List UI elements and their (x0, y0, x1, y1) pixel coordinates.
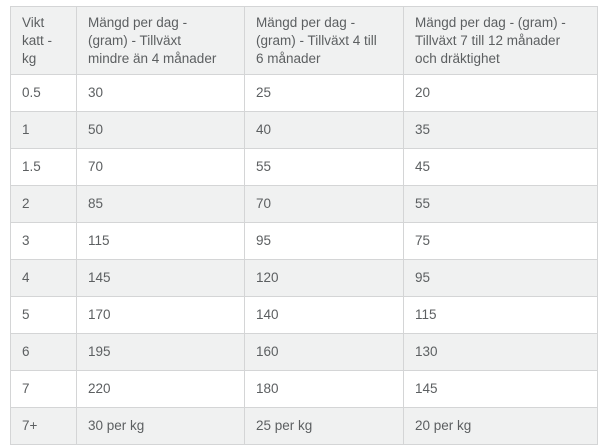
cell-amount-under-4: 145 (76, 259, 245, 297)
cell-weight: 7+ (10, 407, 77, 445)
table-row: 6 195 160 130 (10, 333, 598, 371)
cell-weight: 7 (10, 370, 77, 408)
cell-weight: 1.5 (10, 148, 77, 186)
cell-amount-under-4: 115 (76, 222, 245, 260)
cell-amount-4-6: 40 (244, 111, 404, 149)
header-line: 6 månader (256, 51, 321, 66)
table-row: 2 85 70 55 (10, 185, 598, 223)
header-line: katt - (22, 33, 53, 48)
cell-weight: 3 (10, 222, 77, 260)
cell-weight: 5 (10, 296, 77, 334)
table-row: 1 50 40 35 (10, 111, 598, 149)
header-line: Tillväxt 7 till 12 månader (415, 33, 561, 48)
cell-amount-7-12: 55 (403, 185, 598, 223)
cell-weight: 0.5 (10, 74, 77, 112)
header-line: (gram) - Tillväxt 4 till (256, 33, 377, 48)
cell-amount-4-6: 180 (244, 370, 404, 408)
cell-amount-under-4: 195 (76, 333, 245, 371)
cell-amount-4-6: 140 (244, 296, 404, 334)
cell-amount-4-6: 160 (244, 333, 404, 371)
cell-amount-7-12: 145 (403, 370, 598, 408)
cell-amount-7-12: 130 (403, 333, 598, 371)
table-row: 7+ 30 per kg 25 per kg 20 per kg (10, 407, 598, 445)
cell-amount-7-12: 115 (403, 296, 598, 334)
table-row: 3 115 95 75 (10, 222, 598, 260)
table-row: 5 170 140 115 (10, 296, 598, 334)
cell-amount-7-12: 20 (403, 74, 598, 112)
cell-amount-4-6: 55 (244, 148, 404, 186)
header-line: Mängd per dag - (256, 15, 356, 30)
column-header-growth-under-4-months: Mängd per dag - (gram) - Tillväxt mindre… (76, 6, 245, 75)
header-line: kg (22, 51, 37, 66)
cell-weight: 4 (10, 259, 77, 297)
header-line: mindre än 4 månader (88, 51, 217, 66)
cell-amount-7-12: 75 (403, 222, 598, 260)
header-row: Vikt katt - kg Mängd per dag - (gram) - … (10, 6, 598, 75)
table-row: 0.5 30 25 20 (10, 74, 598, 112)
column-header-growth-7-to-12-months: Mängd per dag - (gram) - Tillväxt 7 till… (403, 6, 598, 75)
cell-amount-under-4: 50 (76, 111, 245, 149)
cell-weight: 2 (10, 185, 77, 223)
cell-amount-4-6: 95 (244, 222, 404, 260)
header-line: Mängd per dag - (88, 15, 188, 30)
cell-amount-4-6: 25 (244, 74, 404, 112)
header-line: Vikt (22, 15, 45, 30)
cell-amount-under-4: 85 (76, 185, 245, 223)
feeding-table-container: Vikt katt - kg Mängd per dag - (gram) - … (10, 6, 598, 445)
cell-amount-4-6: 120 (244, 259, 404, 297)
cell-weight: 6 (10, 333, 77, 371)
header-line: (gram) - Tillväxt (88, 33, 182, 48)
table-row: 1.5 70 55 45 (10, 148, 598, 186)
cell-amount-7-12: 95 (403, 259, 598, 297)
cell-weight: 1 (10, 111, 77, 149)
cell-amount-7-12: 20 per kg (403, 407, 598, 445)
cell-amount-under-4: 170 (76, 296, 245, 334)
cell-amount-under-4: 220 (76, 370, 245, 408)
cell-amount-under-4: 30 per kg (76, 407, 245, 445)
cat-feeding-table: Vikt katt - kg Mängd per dag - (gram) - … (10, 6, 598, 445)
column-header-growth-4-to-6-months: Mängd per dag - (gram) - Tillväxt 4 till… (244, 6, 404, 75)
cell-amount-4-6: 25 per kg (244, 407, 404, 445)
cell-amount-under-4: 30 (76, 74, 245, 112)
cell-amount-7-12: 35 (403, 111, 598, 149)
header-line: och dräktighet (415, 51, 500, 66)
cell-amount-4-6: 70 (244, 185, 404, 223)
cell-amount-7-12: 45 (403, 148, 598, 186)
column-header-weight: Vikt katt - kg (10, 6, 77, 75)
table-row: 7 220 180 145 (10, 370, 598, 408)
cell-amount-under-4: 70 (76, 148, 245, 186)
table-row: 4 145 120 95 (10, 259, 598, 297)
header-line: Mängd per dag - (gram) - (415, 15, 566, 30)
